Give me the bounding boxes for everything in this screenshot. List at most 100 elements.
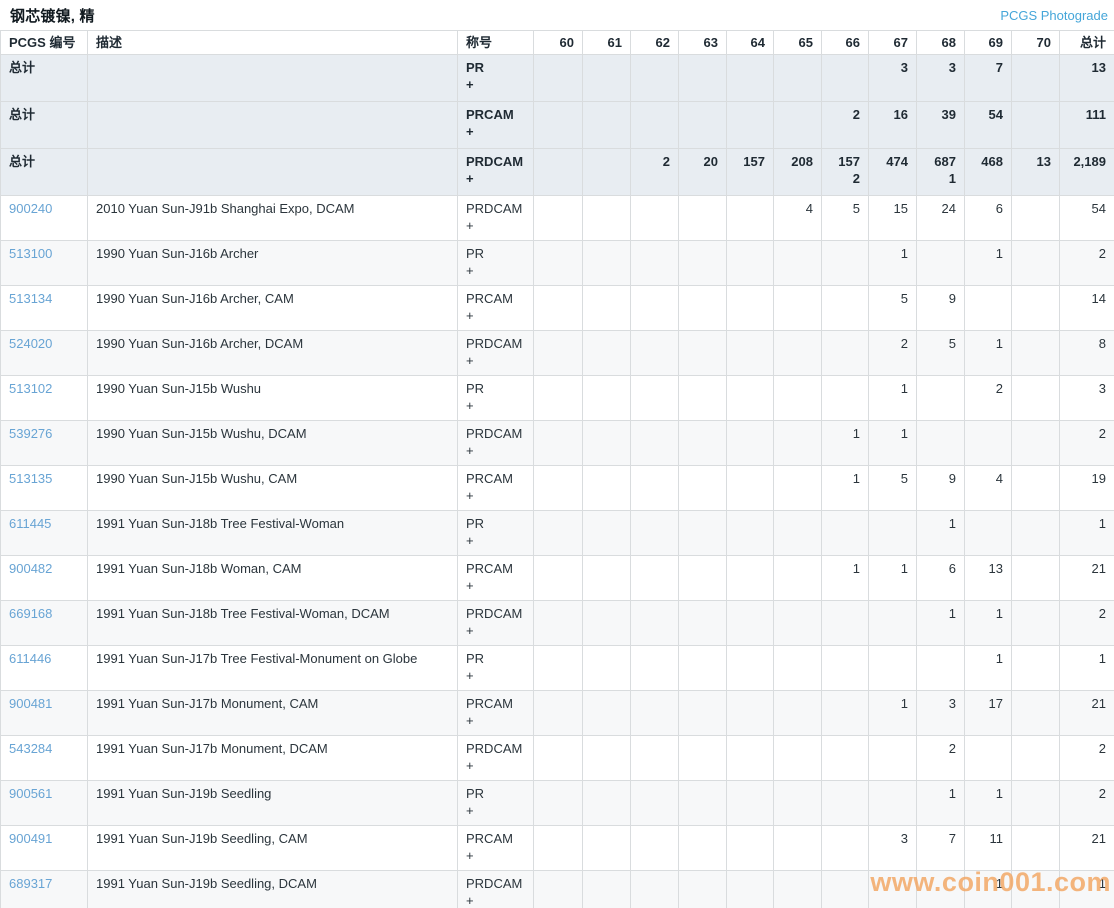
- grade-cell-63: 20: [678, 148, 727, 196]
- grade-count: 157: [838, 154, 860, 169]
- grade-cell-67: 16: [868, 101, 917, 149]
- grade-cell-65: [773, 735, 822, 781]
- pcgs-number-link[interactable]: 900491: [9, 831, 53, 846]
- grade-cell-69: [964, 285, 1012, 331]
- grade-cell-65: 208: [773, 148, 822, 196]
- designation-label: PRCAM: [466, 107, 514, 122]
- grade-cell-61: [582, 690, 631, 736]
- grade-count: 1: [852, 561, 860, 576]
- pcgs-number-cell: 900482: [0, 555, 88, 601]
- pcgs-number-link[interactable]: 611445: [9, 516, 52, 531]
- grade-cell-64: [726, 870, 774, 908]
- grade-cell-68: 6: [916, 555, 965, 601]
- pcgs-number-link[interactable]: 524020: [9, 336, 53, 351]
- grade-count: 1: [852, 426, 860, 441]
- grade-cell-68: 1: [916, 780, 965, 826]
- grade-count: 2: [662, 154, 670, 169]
- designation-label: PRDCAM: [466, 741, 523, 756]
- grade-count: 1: [948, 516, 956, 531]
- coin-row: 513102 1990 Yuan Sun-J15b Wushu PR +1 2 3: [0, 375, 1114, 421]
- grade-cell-64: [726, 825, 774, 871]
- grade-cell-69: 2: [964, 375, 1012, 421]
- designation-label: PRDCAM: [466, 426, 523, 441]
- grade-cell-60: [533, 735, 583, 781]
- pcgs-number-cell: 513102: [0, 375, 88, 421]
- coin-row: 900491 1991 Yuan Sun-J19b Seedling, CAM PR…: [0, 825, 1114, 871]
- total-cell: 21: [1059, 555, 1114, 601]
- designation-plus-label: +: [466, 443, 474, 458]
- total-cell: 2: [1059, 600, 1114, 646]
- pcgs-number-cell: 513135: [0, 465, 88, 511]
- grade-count: 1: [900, 426, 908, 441]
- pcgs-photograde-link[interactable]: PCGS Photograde: [1000, 7, 1108, 23]
- designation-plus-label: +: [466, 623, 474, 638]
- grade-cell-65: [773, 101, 822, 149]
- grade-count: 3: [900, 831, 908, 846]
- grade-count: 1: [995, 651, 1003, 666]
- grade-cell-69: 468: [964, 148, 1012, 196]
- pcgs-number-link[interactable]: 513134: [9, 291, 53, 306]
- grade-cell-70: 13: [1011, 148, 1060, 196]
- pcgs-number-link[interactable]: 900240: [9, 201, 53, 216]
- grade-cell-64: [726, 780, 774, 826]
- description-cell: 1990 Yuan Sun-J16b Archer, DCAM: [87, 330, 458, 376]
- grade-cell-68: 5: [916, 330, 965, 376]
- pcgs-number-link[interactable]: 669168: [9, 606, 53, 621]
- column-header-grade-64: 64: [726, 30, 774, 55]
- pcgs-number-link[interactable]: 513102: [9, 381, 53, 396]
- pcgs-number-link[interactable]: 543284: [9, 741, 53, 756]
- grade-cell-69: [964, 510, 1012, 556]
- grade-cell-67: 1: [868, 375, 917, 421]
- grade-count: 5: [852, 201, 860, 216]
- designation-plus-label: +: [466, 77, 474, 92]
- grade-cell-64: [726, 54, 774, 102]
- pcgs-number-link[interactable]: 611446: [9, 651, 52, 666]
- designation-cell: PRDCAM +: [457, 870, 534, 908]
- total-cell: 14: [1059, 285, 1114, 331]
- grade-count: 17: [988, 696, 1003, 711]
- coin-row: 611445 1991 Yuan Sun-J18b Tree Festival-W…: [0, 510, 1114, 556]
- grade-cell-62: [630, 600, 679, 646]
- pcgs-number-link[interactable]: 689317: [9, 876, 53, 891]
- grade-cell-63: [678, 735, 727, 781]
- designation-cell: PR +: [457, 54, 534, 102]
- grade-cell-70: [1011, 465, 1060, 511]
- summary-row-label: 总计: [0, 101, 88, 149]
- grade-cell-70: [1011, 54, 1060, 102]
- designation-cell: PR +: [457, 375, 534, 421]
- grade-cell-63: [678, 555, 727, 601]
- grade-cell-60: [533, 600, 583, 646]
- grade-count: 54: [988, 107, 1003, 122]
- grade-cell-69: 1: [964, 600, 1012, 646]
- pcgs-number-link[interactable]: 900481: [9, 696, 53, 711]
- grade-count: 1: [900, 246, 908, 261]
- grade-count: 16: [893, 107, 908, 122]
- pcgs-number-link[interactable]: 900561: [9, 786, 53, 801]
- designation-cell: PR +: [457, 645, 534, 691]
- grade-cell-63: [678, 870, 727, 908]
- pcgs-number-link[interactable]: 513100: [9, 246, 53, 261]
- designation-plus-label: +: [466, 713, 474, 728]
- column-header-grade-60: 60: [533, 30, 583, 55]
- grade-cell-63: [678, 54, 727, 102]
- grade-cell-68: 1: [916, 600, 965, 646]
- designation-cell: PRCAM +: [457, 555, 534, 601]
- grade-cell-70: [1011, 645, 1060, 691]
- pcgs-number-cell: 900491: [0, 825, 88, 871]
- description-cell: 1991 Yuan Sun-J19b Seedling, DCAM: [87, 870, 458, 908]
- pcgs-number-link[interactable]: 513135: [9, 471, 53, 486]
- description-cell: 1990 Yuan Sun-J15b Wushu: [87, 375, 458, 421]
- pcgs-number-link[interactable]: 900482: [9, 561, 53, 576]
- designation-label: PR: [466, 651, 485, 666]
- grade-cell-66: [821, 690, 869, 736]
- grade-count: 157: [743, 154, 765, 169]
- grade-count: 9: [948, 471, 956, 486]
- grade-cell-63: [678, 285, 727, 331]
- grade-cell-60: [533, 510, 583, 556]
- designation-cell: PR +: [457, 510, 534, 556]
- pcgs-number-link[interactable]: 539276: [9, 426, 53, 441]
- designation-plus-label: +: [466, 488, 474, 503]
- grade-cell-62: [630, 510, 679, 556]
- grade-count: 6: [995, 201, 1003, 216]
- grade-count: 208: [791, 154, 813, 169]
